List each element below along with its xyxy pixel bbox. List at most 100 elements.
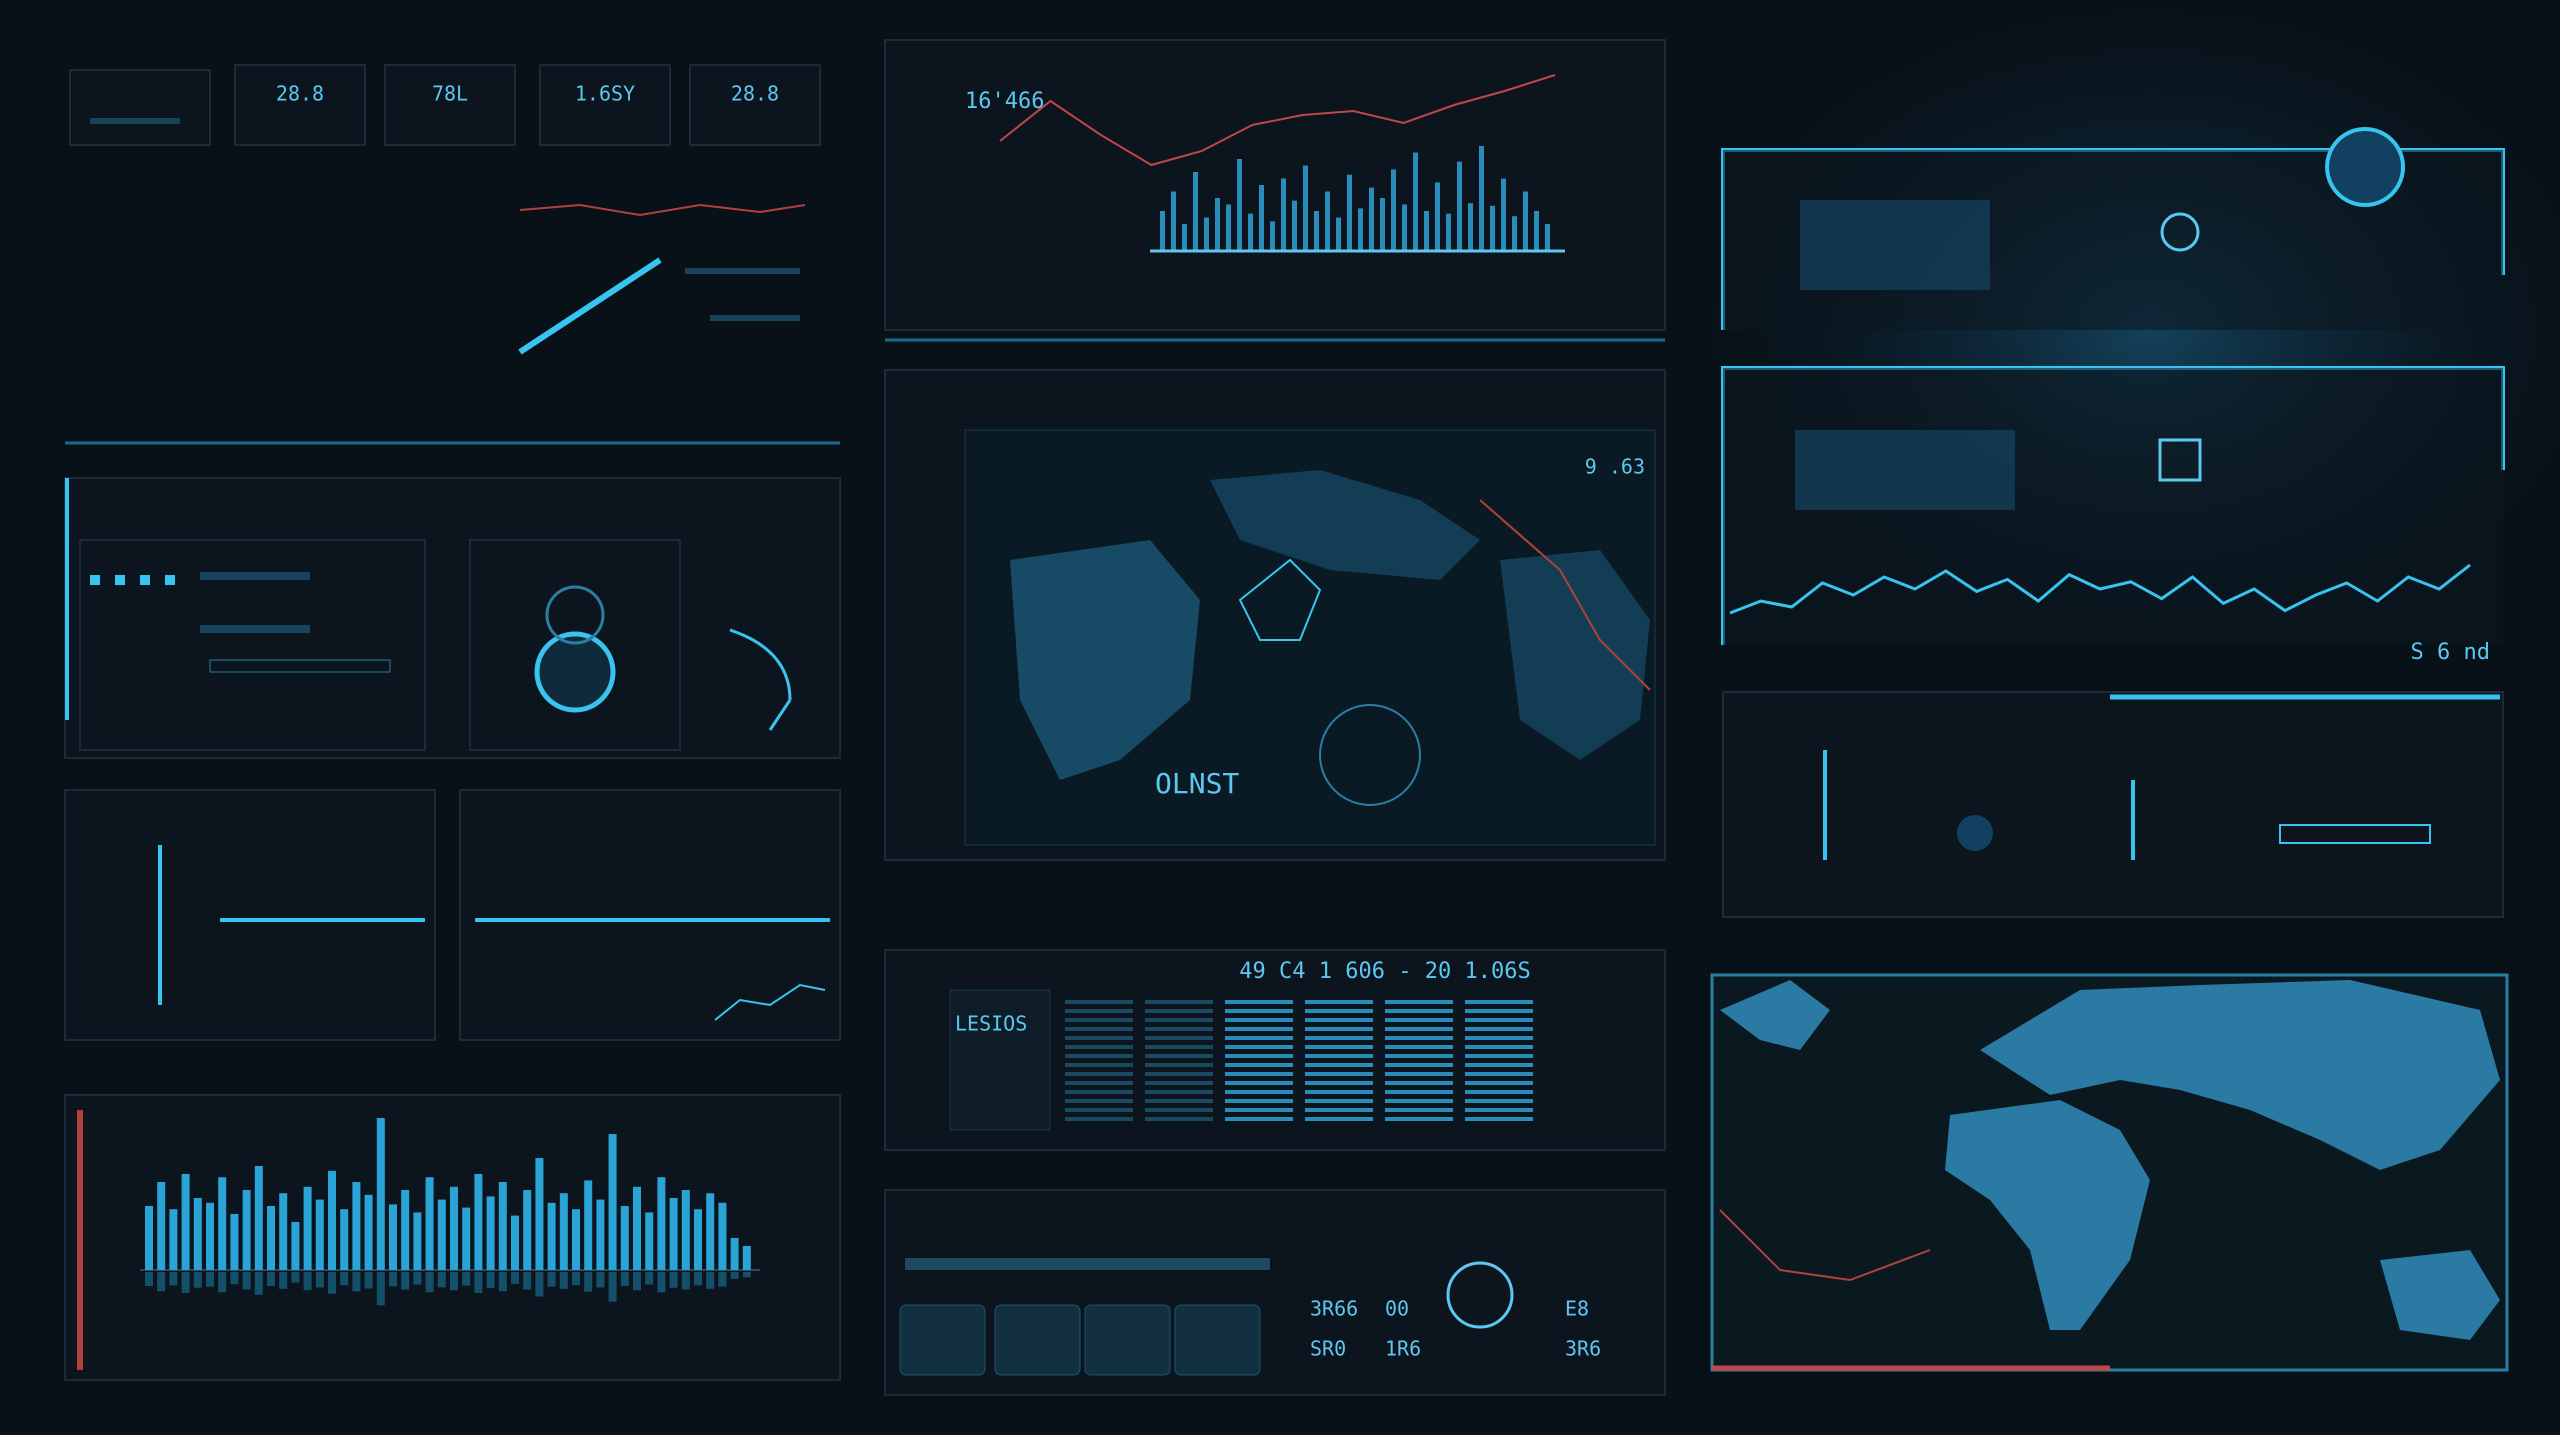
bar-reflection: [559, 1272, 568, 1289]
reticle: [1319, 704, 1421, 806]
table-cell: [1465, 1054, 1533, 1058]
bar-reflection: [218, 1272, 227, 1293]
table-cell: [1065, 1108, 1133, 1112]
bar-reflection: [254, 1272, 263, 1295]
readout: 9 .63: [1585, 455, 1645, 479]
table-cell: [1465, 1063, 1533, 1067]
table-cell: [1225, 1090, 1293, 1094]
bar: [535, 1158, 544, 1270]
panel: [64, 789, 436, 1041]
bar: [669, 1198, 678, 1270]
bar: [1193, 172, 1198, 250]
landmass: [1720, 980, 1830, 1050]
bar: [303, 1186, 312, 1270]
bar: [596, 1199, 605, 1270]
table-cell: [1385, 1081, 1453, 1085]
label-bar: [685, 268, 800, 274]
bar-reflection: [389, 1272, 397, 1287]
bar: [694, 1209, 702, 1270]
bar: [206, 1202, 214, 1270]
bar: [657, 1177, 666, 1270]
table-cell: [1385, 1054, 1453, 1058]
bar-reflection: [279, 1272, 288, 1289]
bar: [352, 1182, 361, 1270]
bar-reflection: [462, 1272, 471, 1286]
bar: [1446, 213, 1451, 250]
bar: [413, 1212, 422, 1270]
bar-reflection: [681, 1272, 690, 1290]
stat-value: 1.6SY: [575, 82, 635, 106]
table-cell: [1225, 1036, 1293, 1040]
bar-reflection: [230, 1272, 239, 1285]
bar-reflection: [645, 1272, 654, 1285]
bar-reflection: [706, 1272, 715, 1289]
bar: [1281, 178, 1286, 250]
bar-reflection: [498, 1272, 507, 1292]
bar-reflection: [145, 1272, 153, 1286]
bar-reflection: [742, 1272, 751, 1278]
bar: [1226, 204, 1231, 250]
table-cell: [1465, 1018, 1533, 1022]
table-cell: [1385, 1009, 1453, 1013]
bar: [1501, 178, 1506, 250]
bar-chart: [999, 74, 1565, 253]
table-cell: [1305, 1063, 1373, 1067]
stats: 28.8 78L 1.6SY 28.8: [276, 82, 779, 106]
bar-reflection: [315, 1272, 324, 1288]
table-cell: [1145, 1045, 1213, 1049]
bar: [1534, 211, 1539, 250]
table-cell: [1145, 1081, 1213, 1085]
bar: [450, 1186, 458, 1270]
table-cell: [1225, 1108, 1293, 1112]
table-cell: [1145, 1000, 1213, 1004]
bar: [193, 1198, 202, 1270]
table-cell: [1385, 1072, 1453, 1076]
bar: [1512, 216, 1517, 250]
bar: [1358, 208, 1363, 250]
bar: [1237, 159, 1242, 250]
landmass: [1210, 470, 1480, 580]
code: 3R66: [1310, 1297, 1358, 1321]
table-cell: [1225, 1018, 1293, 1022]
label-bar: [710, 315, 800, 321]
button[interactable]: [1174, 1304, 1261, 1376]
landmass: [1945, 1100, 2150, 1330]
card: [949, 989, 1051, 1131]
readout: S 6 nd: [2411, 640, 2490, 665]
bar: [364, 1194, 373, 1270]
bar-reflection: [633, 1272, 641, 1291]
bar: [230, 1214, 239, 1270]
led: [165, 575, 175, 585]
button[interactable]: [994, 1304, 1081, 1376]
bar: [572, 1209, 580, 1270]
stat-value: 78L: [432, 82, 468, 106]
bar: [633, 1186, 641, 1270]
bar: [1490, 205, 1495, 250]
bar: [1424, 211, 1429, 250]
landmass: [1980, 980, 2500, 1170]
table-cell: [1465, 1108, 1533, 1112]
table-cell: [1465, 1117, 1533, 1121]
landmass: [1010, 540, 1200, 780]
table-cell: [1385, 1108, 1453, 1112]
button[interactable]: [1084, 1304, 1171, 1376]
bar: [1479, 146, 1484, 250]
headline: 49 C4 1 606 - 20 1.06S: [1239, 959, 1530, 984]
led: [140, 575, 150, 585]
bar: [328, 1170, 336, 1270]
table-cell: [1065, 1090, 1133, 1094]
stat-card: [234, 64, 366, 146]
button[interactable]: [899, 1304, 986, 1376]
table-cell: [1145, 1063, 1213, 1067]
bar: [706, 1193, 715, 1270]
bar: [462, 1207, 471, 1270]
table-cell: [1225, 1027, 1293, 1031]
icon: [2158, 438, 2202, 482]
bar: [1336, 217, 1341, 250]
bar-reflection: [242, 1272, 251, 1290]
label-bar: [90, 118, 180, 124]
bar-reflection: [523, 1272, 532, 1290]
table-cell: [1145, 1027, 1213, 1031]
bar: [1259, 185, 1264, 250]
line-chart: [1729, 563, 2471, 615]
